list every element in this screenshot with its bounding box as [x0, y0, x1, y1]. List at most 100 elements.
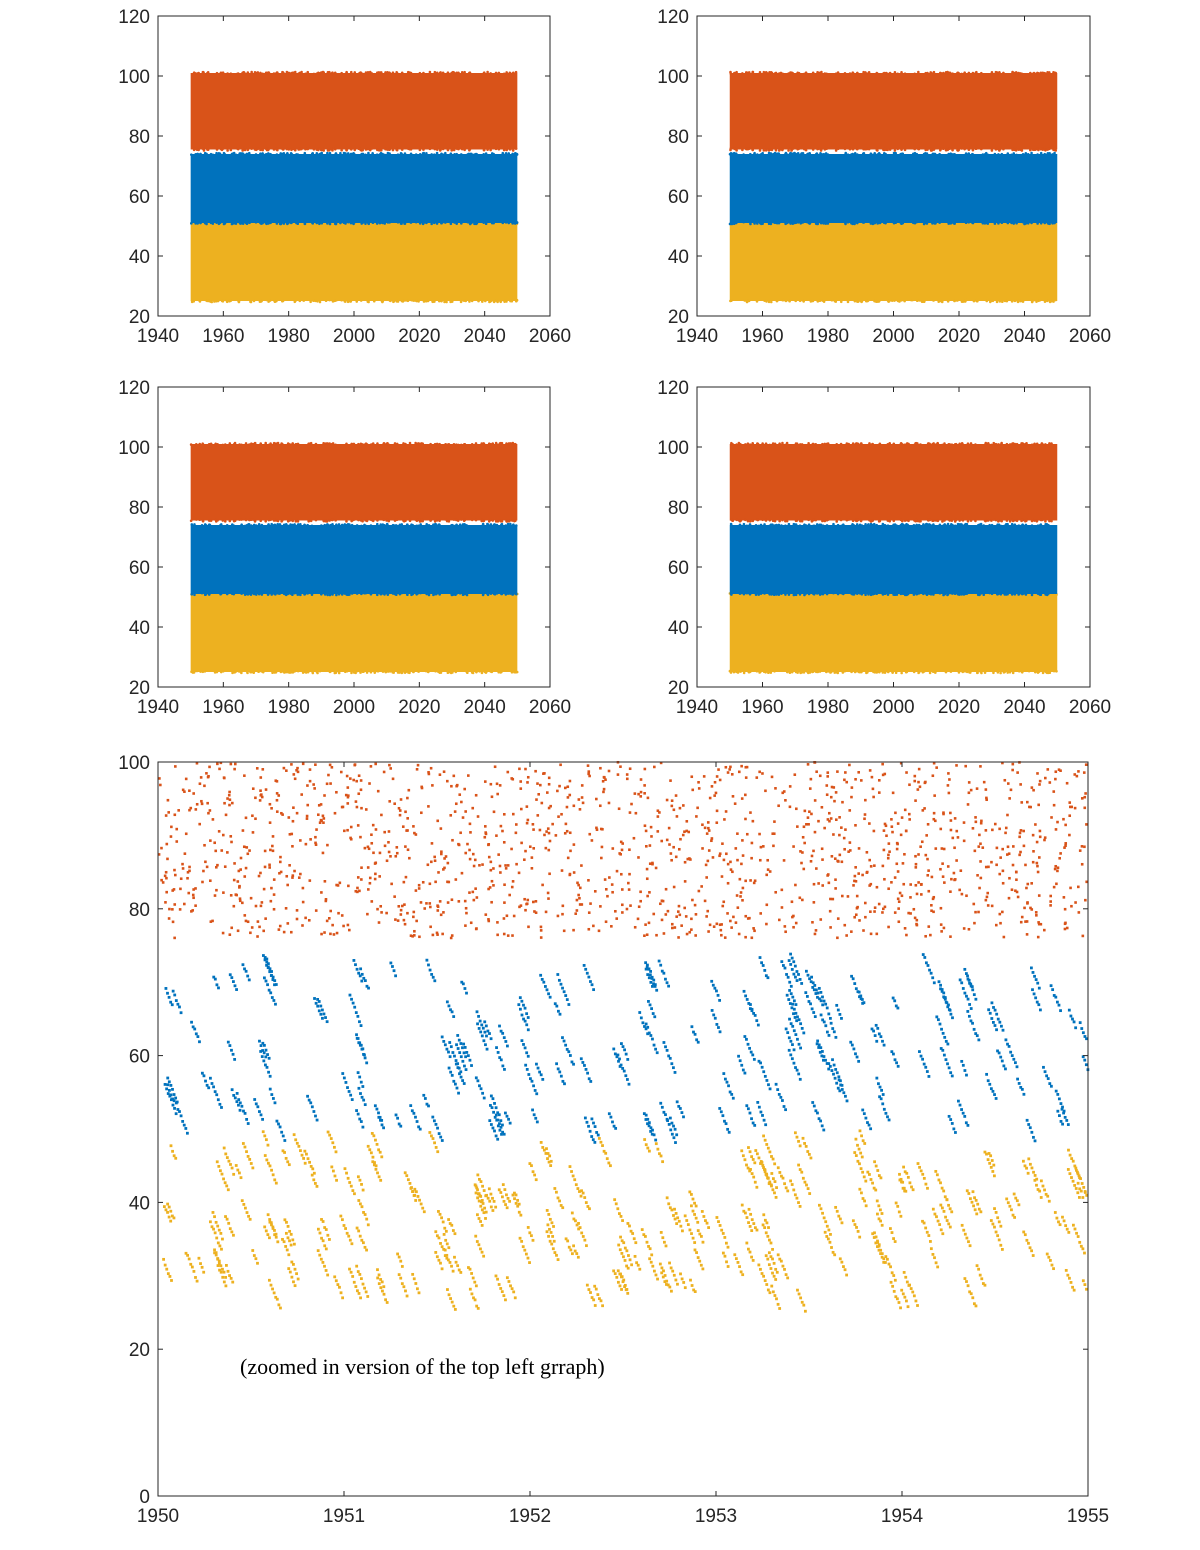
data-point: [990, 592, 994, 596]
data-point: [294, 442, 298, 446]
data-point: [541, 1146, 545, 1149]
data-point: [892, 1289, 896, 1293]
data-point: [460, 70, 464, 74]
data-point: [989, 1219, 993, 1222]
data-point: [1033, 442, 1036, 446]
data-point: [360, 1205, 364, 1209]
x-tick-label: 1940: [137, 697, 179, 718]
y-tick-label: 80: [129, 498, 150, 519]
data-point: [328, 298, 331, 302]
data-point: [851, 977, 855, 981]
data-point: [351, 442, 354, 446]
data-point: [956, 299, 959, 302]
data-point: [567, 1050, 571, 1054]
data-point: [376, 519, 379, 522]
data-point: [814, 670, 818, 674]
data-point: [438, 519, 441, 523]
data-point: [988, 523, 991, 527]
data-point: [605, 1157, 609, 1161]
data-point: [1003, 299, 1007, 303]
data-point: [317, 71, 320, 75]
data-point: [315, 152, 319, 155]
data-point: [601, 1144, 604, 1147]
data-point: [751, 519, 754, 523]
data-point: [825, 524, 829, 527]
data-point: [259, 71, 262, 75]
data-point: [433, 520, 437, 523]
data-point: [360, 1277, 363, 1281]
data-point: [668, 1261, 671, 1265]
data-point: [546, 1152, 550, 1155]
data-point: [871, 442, 874, 446]
data-point: [209, 519, 213, 522]
data-point: [1021, 152, 1025, 156]
data-point: [392, 300, 395, 304]
data-point: [948, 519, 952, 522]
data-point: [408, 441, 412, 445]
x-tick-label: 2060: [529, 326, 571, 347]
data-point: [489, 1192, 493, 1196]
data-point: [221, 519, 225, 522]
data-point: [846, 153, 850, 156]
data-point: [497, 1283, 501, 1286]
data-point: [942, 147, 945, 151]
data-point: [619, 1214, 623, 1218]
data-point: [974, 443, 977, 446]
data-point: [875, 592, 878, 596]
data-point: [772, 1274, 776, 1278]
data-point: [351, 519, 354, 522]
data-point: [751, 1158, 755, 1161]
data-point: [217, 1262, 221, 1265]
data-point: [777, 523, 781, 527]
data-point: [397, 669, 401, 673]
data-point: [429, 519, 432, 522]
data-point: [691, 1236, 695, 1240]
data-point: [314, 518, 318, 522]
data-point: [969, 1292, 973, 1296]
data-point: [1010, 300, 1014, 303]
data-point: [193, 523, 196, 526]
data-point: [512, 1290, 516, 1294]
data-point: [362, 670, 365, 674]
data-point: [886, 670, 890, 674]
data-point: [418, 442, 422, 446]
data-point: [792, 972, 796, 976]
data-point: [1035, 519, 1039, 522]
data-point: [233, 671, 236, 674]
data-point: [470, 671, 474, 674]
data-point: [488, 1199, 492, 1203]
data-point: [274, 1232, 278, 1236]
data-point: [453, 153, 456, 156]
data-point: [766, 1146, 770, 1150]
data-point: [965, 1280, 968, 1283]
data-point: [233, 984, 237, 988]
data-point: [973, 1208, 977, 1212]
data-point: [281, 70, 284, 74]
data-point: [987, 518, 990, 522]
data-point: [853, 153, 856, 156]
data-point: [1012, 1057, 1016, 1061]
data-point: [854, 1154, 858, 1157]
data-point: [853, 670, 857, 674]
data-point: [859, 299, 863, 303]
data-point: [888, 148, 892, 151]
data-point: [271, 1173, 275, 1177]
data-point: [931, 519, 934, 522]
data-point: [1025, 1166, 1028, 1170]
x-tick-label: 2000: [333, 697, 375, 718]
data-point: [659, 1231, 663, 1234]
data-point: [798, 299, 802, 303]
data-point: [914, 441, 918, 445]
data-point: [752, 1175, 756, 1179]
data-point: [379, 221, 383, 224]
data-point: [433, 147, 437, 151]
data-point: [963, 71, 966, 74]
data-point: [297, 72, 300, 75]
data-point: [929, 1240, 932, 1243]
data-point: [1073, 1184, 1077, 1187]
data-point: [479, 1087, 483, 1091]
data-point: [539, 973, 543, 977]
data-point: [247, 1214, 250, 1218]
data-point: [991, 299, 995, 303]
data-point: [825, 592, 829, 596]
